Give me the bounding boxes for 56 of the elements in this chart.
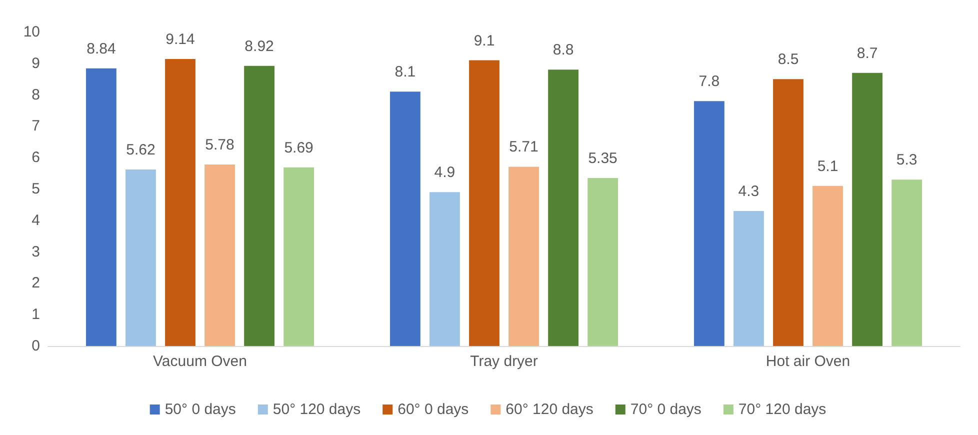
bar [469, 60, 500, 346]
data-label: 8.1 [394, 64, 416, 81]
data-label: 5.78 [205, 136, 234, 154]
y-tick-label: 2 [32, 274, 40, 292]
data-label: 5.62 [126, 142, 156, 159]
data-label: 8.84 [86, 40, 116, 58]
legend-label: 50° 0 days [164, 401, 236, 418]
data-label: 8.5 [778, 51, 799, 68]
legend-label: 70° 0 days [630, 401, 702, 418]
bar [852, 72, 882, 346]
data-label: 5.3 [896, 152, 918, 169]
data-label: 8.92 [244, 38, 274, 55]
bar [284, 167, 314, 346]
y-tick-label: 10 [23, 24, 40, 40]
data-label: 4.3 [738, 182, 760, 200]
data-label: 5.69 [284, 139, 314, 156]
data-label: 4.9 [434, 164, 456, 182]
data-label: 8.7 [856, 44, 878, 62]
y-tick-label: 7 [32, 118, 40, 135]
legend-label: 60° 120 days [506, 401, 594, 418]
data-label: 5.71 [509, 138, 538, 156]
data-label: 5.35 [588, 150, 618, 168]
data-label: 8.8 [552, 42, 574, 59]
bar [86, 68, 116, 346]
y-tick-label: 9 [32, 54, 40, 72]
bar [812, 186, 843, 346]
legend-label: 60° 0 days [398, 401, 469, 418]
y-tick-label: 4 [32, 212, 40, 229]
bar [204, 164, 235, 346]
y-tick-label: 0 [32, 338, 40, 354]
data-label: 9.1 [474, 32, 495, 50]
bar [773, 79, 804, 346]
y-tick-label: 3 [32, 243, 40, 260]
y-tick-label: 1 [32, 306, 40, 324]
bar [508, 166, 539, 346]
y-tick-label: 8 [32, 86, 40, 104]
data-label: 9.14 [166, 31, 195, 48]
bar [694, 101, 724, 346]
bar [244, 66, 274, 346]
bar [588, 178, 618, 346]
bar [390, 92, 420, 346]
bar [734, 210, 764, 346]
y-tick-label: 6 [32, 149, 40, 166]
x-tick-label: Vacuum Oven [153, 353, 247, 370]
bar [548, 70, 578, 346]
bar [430, 192, 460, 346]
legend-label: 50° 120 days [272, 401, 361, 418]
data-label: 5.1 [817, 158, 838, 175]
bar [126, 170, 156, 346]
bar [892, 180, 922, 346]
legend-label: 70° 120 days [738, 401, 826, 418]
y-tick-label: 5 [32, 180, 40, 198]
x-tick-label: Hot air Oven [766, 353, 850, 370]
data-label: 7.8 [698, 73, 720, 90]
x-tick-label: Tray dryer [470, 353, 538, 370]
bar [165, 59, 196, 346]
